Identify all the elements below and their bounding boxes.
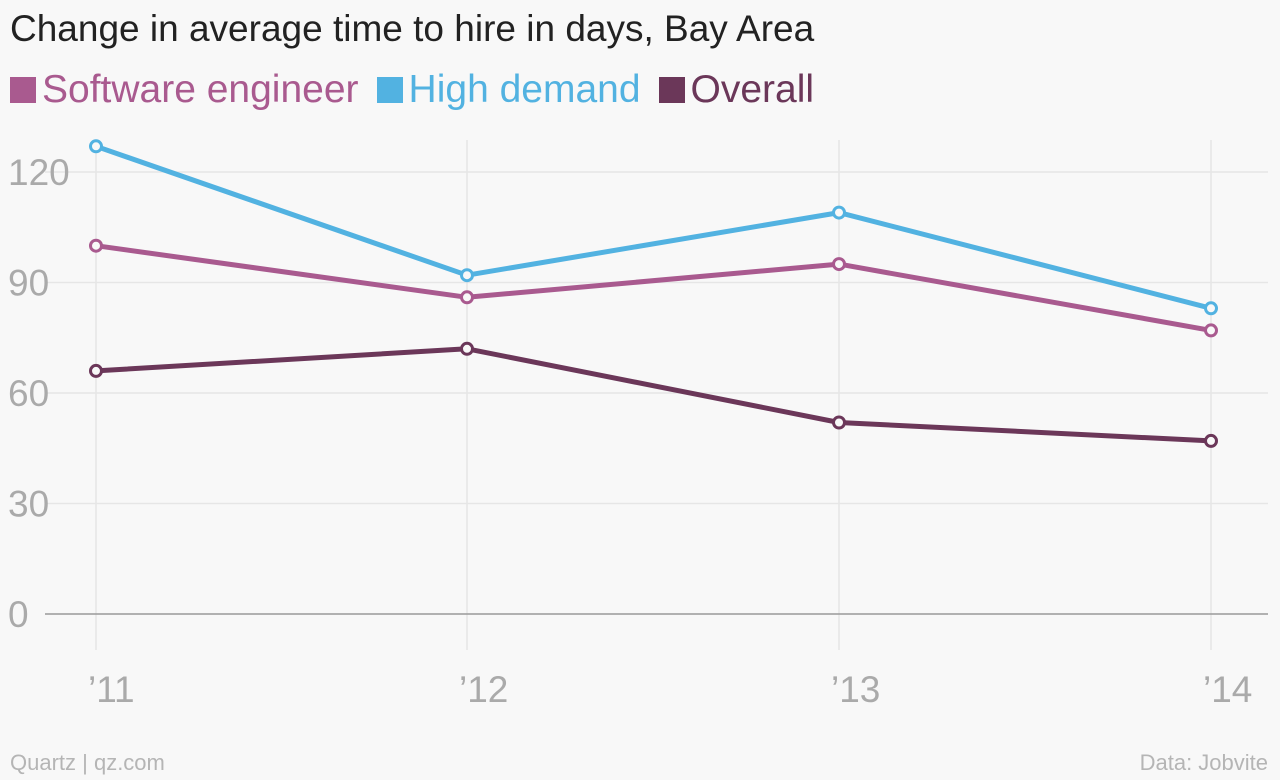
chart-title: Change in average time to hire in days, … — [10, 8, 815, 49]
data-point-overall — [89, 363, 103, 378]
chart-legend: Software engineer High demand Overall — [10, 68, 832, 112]
data-point-software-engineer — [1204, 323, 1218, 338]
data-point-high-demand — [832, 205, 846, 220]
y-tick-label: 90 — [8, 263, 49, 304]
source-credit: Quartz | qz.com — [10, 750, 165, 775]
data-point-software-engineer — [832, 257, 846, 272]
y-tick-label: 30 — [8, 484, 49, 525]
legend-item-software-engineer: Software engineer — [10, 68, 359, 112]
y-tick-label: 120 — [8, 152, 70, 193]
data-point-overall — [1204, 433, 1218, 448]
legend-swatch-overall — [658, 77, 685, 103]
x-tick-label: ’11 — [88, 669, 135, 710]
legend-swatch-software-engineer — [10, 77, 36, 103]
x-tick-label: ’12 — [459, 669, 508, 710]
data-point-high-demand — [1204, 301, 1218, 316]
y-tick-label: 60 — [8, 373, 49, 414]
legend-item-overall: Overall — [658, 68, 815, 112]
data-point-software-engineer — [89, 238, 103, 253]
legend-label-software-engineer: Software engineer — [42, 68, 359, 111]
data-point-overall — [460, 341, 474, 356]
series-line-software-engineer — [93, 243, 1214, 333]
legend-item-high-demand: High demand — [376, 68, 641, 112]
y-tick-label: 0 — [8, 594, 29, 635]
legend-label-overall: Overall — [690, 68, 815, 111]
legend-swatch-high-demand — [376, 77, 403, 103]
x-tick-label: ’13 — [831, 669, 880, 710]
data-point-high-demand — [460, 268, 474, 283]
data-point-high-demand — [89, 139, 103, 154]
data-point-overall — [832, 415, 846, 430]
series-line-high-demand — [93, 143, 1214, 311]
data-source: Data: Jobvite — [1139, 750, 1268, 775]
series-line-overall — [93, 346, 1214, 444]
data-point-software-engineer — [460, 290, 474, 305]
legend-label-high-demand: High demand — [408, 68, 641, 111]
x-tick-label: ’14 — [1203, 669, 1252, 710]
